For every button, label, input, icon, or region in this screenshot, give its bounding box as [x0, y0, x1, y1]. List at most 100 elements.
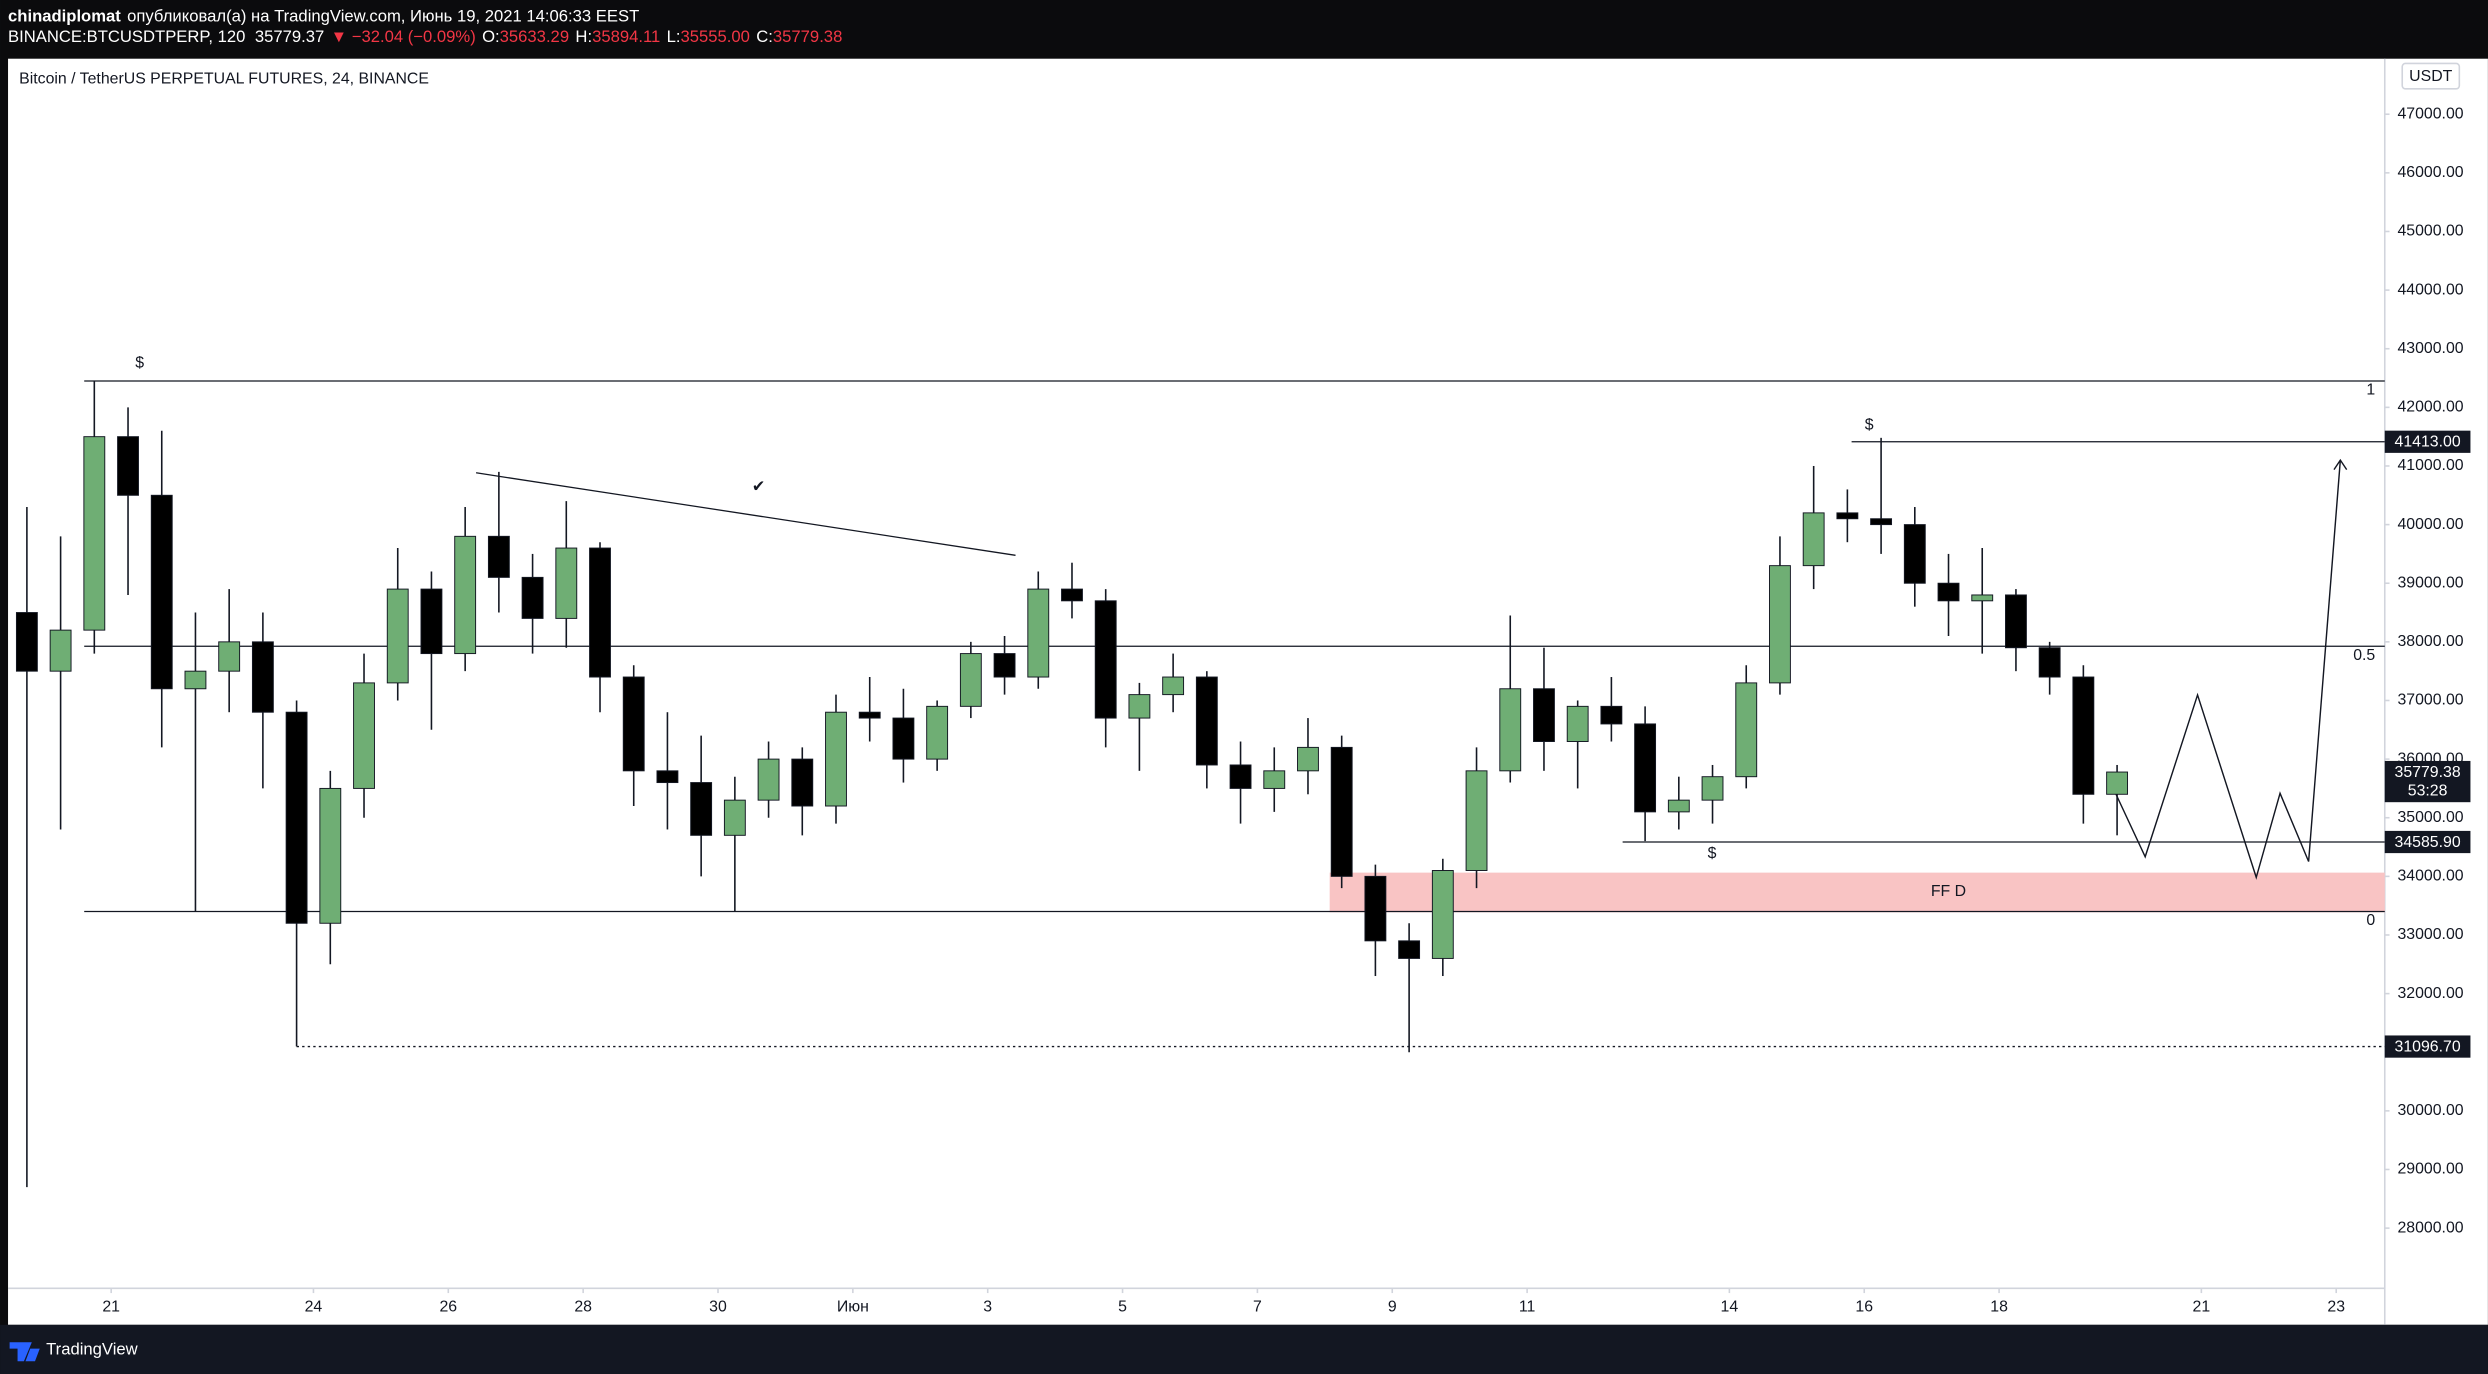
candle-body [1802, 512, 1825, 567]
zone-label: FF D [1931, 883, 1966, 900]
y-tick-label: 40000.00 [2397, 516, 2463, 533]
x-tick-label: 16 [1855, 1299, 1873, 1316]
x-tick-label: 18 [1990, 1299, 2008, 1316]
x-tick-label: 7 [1253, 1299, 1262, 1316]
symbol-line: BINANCE:BTCUSDTPERP, 120 35779.37 ▼ −32.04… [8, 27, 842, 46]
x-tick-label: 11 [1519, 1299, 1536, 1316]
ohlc-value: 35633.29 [500, 27, 569, 46]
change: ▼ −32.04 (−0.09%) [331, 27, 476, 46]
x-tick-label: 3 [983, 1299, 992, 1316]
x-tick-label: 14 [1721, 1299, 1739, 1316]
y-tick-label: 30000.00 [2397, 1102, 2463, 1119]
ohlc-value: 35555.00 [681, 27, 750, 46]
y-tick-label: 37000.00 [2397, 692, 2463, 709]
candle-body [2038, 647, 2061, 678]
candle-body [791, 758, 814, 807]
y-tick-label: 38000.00 [2397, 633, 2463, 650]
ohlc-key: C: [756, 27, 773, 46]
candle-body [386, 588, 409, 684]
currency-box [2401, 62, 2461, 90]
projection [2111, 460, 2342, 880]
candle-body [1903, 524, 1926, 584]
ohlc-key: H: [575, 27, 592, 46]
check-icon: ✔ [752, 478, 765, 495]
candle-body [1566, 705, 1589, 742]
x-tick-label: 21 [2193, 1299, 2211, 1316]
chart-area [8, 58, 2488, 1325]
candle-body [1600, 705, 1623, 725]
last: 35779.37 [255, 27, 324, 46]
x-tick-label: 28 [574, 1299, 592, 1316]
footer-brand: TradingView [46, 1340, 139, 1359]
last-price: 35779.38 [2395, 764, 2461, 781]
candle-body [353, 682, 375, 789]
logo [9, 1342, 40, 1362]
price-label: 41413.00 [2395, 434, 2461, 451]
trend-line [475, 472, 1016, 556]
footer-bar [0, 1324, 2488, 1374]
x-tick-label: 21 [102, 1299, 120, 1316]
ohlc-value: 35894.11 [592, 27, 660, 46]
chart-title: Bitcoin / TetherUS PERPETUAL FUTURES, 24… [19, 71, 429, 88]
ohlc-value: 35779.38 [773, 27, 842, 46]
published: опубликовал(а) на TradingView.com, Июнь … [127, 7, 639, 26]
candle-body [2072, 676, 2095, 795]
y-tick-label: 47000.00 [2397, 105, 2463, 122]
candle-body [1162, 676, 1185, 696]
y-tick-label: 32000.00 [2397, 985, 2463, 1002]
y-tick-label: 39000.00 [2397, 574, 2463, 591]
publish-line: chinadiplomat опубликовал(а) на TradingVi… [8, 7, 639, 26]
y-tick-label: 46000.00 [2397, 164, 2463, 181]
y-tick-label: 28000.00 [2397, 1219, 2463, 1236]
candle-body [1229, 764, 1252, 789]
y-tick-label: 35000.00 [2397, 809, 2463, 826]
author: chinadiplomat [8, 7, 121, 26]
zone [1329, 872, 2385, 913]
candle-body [83, 436, 106, 631]
candle-body [926, 705, 949, 760]
y-tick-label: 43000.00 [2397, 340, 2463, 357]
y-tick-label: 45000.00 [2397, 223, 2463, 240]
price-label-box [2384, 830, 2471, 854]
candle-body [218, 641, 241, 672]
x-tick-label: 26 [439, 1299, 457, 1316]
candle-body [1701, 776, 1724, 801]
candle-body [1836, 512, 1859, 520]
currency: USDT [2409, 68, 2452, 85]
candle-body [1330, 746, 1353, 877]
candle-body [1027, 588, 1050, 678]
candle-body [1971, 594, 1994, 602]
ohlc-key: L: [667, 27, 681, 46]
candle-body [622, 676, 645, 772]
candle-body [487, 535, 510, 578]
candle-body [858, 711, 881, 719]
candle-body [1128, 694, 1151, 719]
candle-body [1533, 688, 1555, 742]
price-label-box [2384, 1035, 2471, 1058]
candle-body [589, 547, 611, 678]
fib-label: 1 [2366, 382, 2375, 399]
y-tick-label: 42000.00 [2397, 399, 2463, 416]
candle-body [1195, 676, 1218, 766]
x-tick-label: Июн [837, 1299, 869, 1316]
candle-body [1769, 565, 1791, 684]
annotation: $ [1865, 416, 1874, 433]
candle-body [1499, 688, 1522, 772]
y-tick-label: 41000.00 [2397, 457, 2463, 474]
x-tick-label: 30 [709, 1299, 727, 1316]
candle-body [1667, 799, 1690, 813]
candle-body [1634, 723, 1657, 813]
candle-body [184, 670, 207, 690]
candle-body [993, 653, 1016, 678]
candle-body [690, 782, 713, 836]
candle-body [656, 770, 679, 784]
candle-body [150, 494, 173, 690]
candle-body [420, 588, 443, 655]
candle-body [319, 787, 342, 924]
candle-body [2005, 594, 2027, 649]
candle-body [49, 629, 72, 672]
x-tick-label: 24 [305, 1299, 323, 1316]
fib-label: 0.5 [2353, 647, 2375, 664]
